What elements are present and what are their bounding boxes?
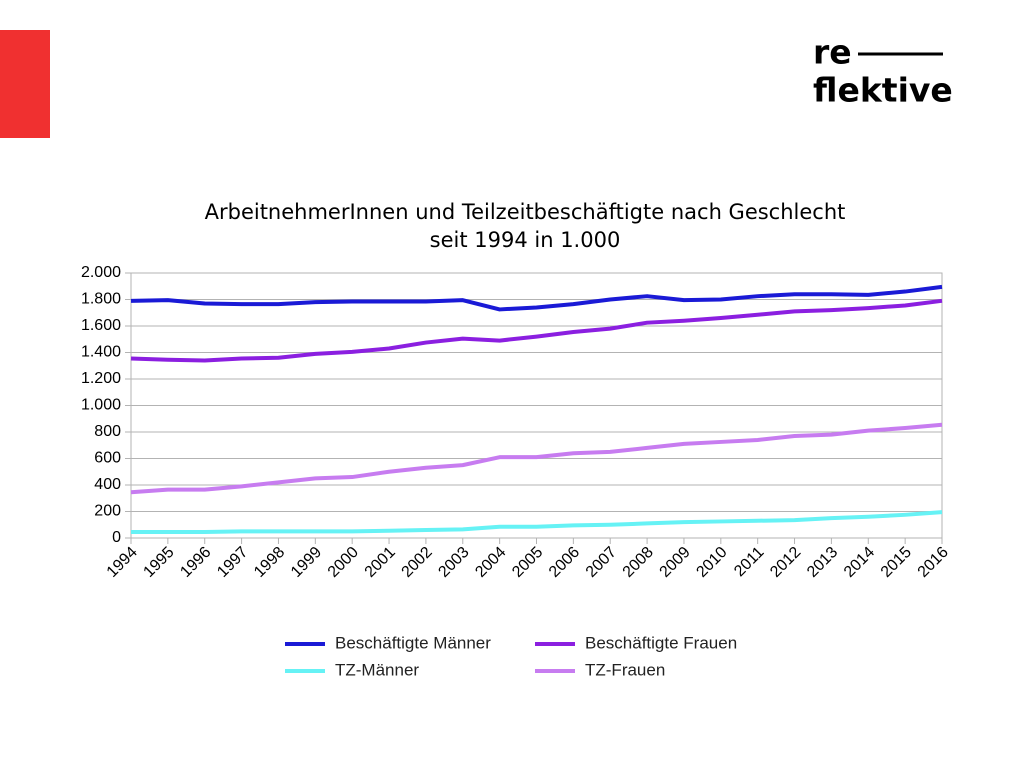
y-tick-label: 400 (94, 476, 121, 493)
x-tick-label: 1996 (177, 544, 214, 581)
x-tick-label: 2000 (325, 544, 362, 581)
x-tick-label: 2008 (620, 544, 657, 581)
legend-label: TZ-Frauen (585, 660, 665, 679)
x-tick-label: 1999 (288, 544, 325, 581)
y-tick-label: 1.800 (81, 291, 121, 308)
y-tick-label: 0 (112, 529, 121, 546)
legend-label: Beschäftigte Männer (335, 633, 491, 652)
legend-label: Beschäftigte Frauen (585, 633, 737, 652)
logo-line1: re (813, 33, 852, 72)
line-series (130, 298, 943, 363)
y-tick-label: 600 (94, 450, 121, 467)
line-series (130, 284, 943, 312)
x-tick-label: 2004 (472, 544, 509, 581)
legend-label: TZ-Männer (335, 660, 419, 679)
x-tick-label: 2016 (915, 544, 952, 581)
x-tick-label: 1994 (104, 544, 141, 581)
x-tick-label: 1995 (140, 544, 177, 581)
y-tick-label: 1.200 (81, 370, 121, 387)
x-tick-label: 1997 (214, 544, 251, 581)
y-tick-label: 200 (94, 503, 121, 520)
x-tick-label: 2013 (804, 544, 841, 581)
x-tick-label: 2010 (693, 544, 730, 581)
y-tick-label: 800 (94, 423, 121, 440)
logo-line2: flektive (813, 71, 953, 110)
x-tick-label: 2001 (362, 544, 399, 581)
x-tick-label: 2002 (399, 544, 436, 581)
x-tick-label: 2003 (435, 544, 472, 581)
line-series (131, 510, 943, 535)
x-tick-label: 2007 (583, 544, 620, 581)
x-tick-label: 2014 (841, 544, 878, 581)
x-tick-label: 2009 (657, 544, 694, 581)
y-tick-label: 1.000 (81, 397, 121, 414)
x-tick-label: 2005 (509, 544, 546, 581)
chart-subtitle: seit 1994 in 1.000 (430, 228, 621, 252)
y-tick-label: 1.600 (81, 317, 121, 334)
x-tick-label: 2015 (878, 544, 915, 581)
x-tick-label: 2011 (731, 544, 767, 580)
y-tick-label: 2.000 (81, 264, 121, 281)
chart-title: ArbeitnehmerInnen und Teilzeitbeschäftig… (205, 200, 846, 224)
y-tick-label: 1.400 (81, 344, 121, 361)
red-bar (0, 30, 50, 138)
x-tick-label: 1998 (251, 544, 288, 581)
x-tick-label: 2006 (546, 544, 583, 581)
x-tick-label: 2012 (767, 544, 804, 581)
line-series (130, 422, 943, 495)
